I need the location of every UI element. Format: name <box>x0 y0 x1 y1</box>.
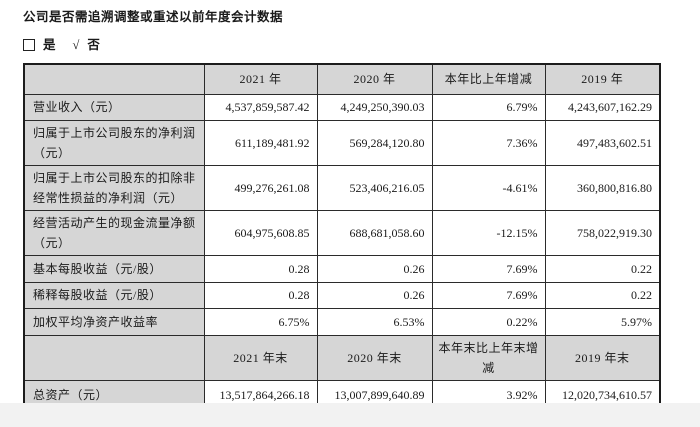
section-question-text: 公司是否需追溯调整或重述以前年度会计数据 <box>23 10 284 24</box>
cell-value: 360,800,816.80 <box>544 164 661 211</box>
header-2020: 2020 年 <box>316 63 433 95</box>
yes-no-checkbox-row: 是 √ 否 <box>23 38 700 53</box>
yes-label: 是 <box>43 38 57 52</box>
cell-value: 0.26 <box>316 254 433 283</box>
table-row-net-profit: 归属于上市公司股东的净利润（元） 611,189,481.92 569,284,… <box>23 119 661 166</box>
table-row-revenue: 营业收入（元） 4,537,859,587.42 4,249,250,390.0… <box>23 93 661 121</box>
financial-summary-table: 2021 年 2020 年 本年比上年增减 2019 年 营业收入（元） 4,5… <box>23 63 661 412</box>
page-bottom-margin <box>0 403 700 427</box>
cell-value: 6.53% <box>316 307 433 336</box>
annual-header-row: 2021 年 2020 年 本年比上年增减 2019 年 <box>23 63 661 95</box>
cell-value: 604,975,608.85 <box>203 209 318 256</box>
cell-value: 0.22 <box>544 254 661 283</box>
cell-value: 7.69% <box>431 254 546 283</box>
header-2021-yearend: 2021 年末 <box>203 334 318 381</box>
header-blank-cell <box>23 63 205 95</box>
row-label: 经营活动产生的现金流量净额（元） <box>23 209 205 256</box>
document-page: 公司是否需追溯调整或重述以前年度会计数据 是 √ 否 2021 年 2020 年… <box>23 10 700 412</box>
table-row-diluted-eps: 稀释每股收益（元/股） 0.28 0.26 7.69% 0.22 <box>23 281 661 309</box>
header-2020-yearend: 2020 年末 <box>316 334 433 381</box>
cell-value: 5.97% <box>544 307 661 336</box>
cell-value: 7.69% <box>431 281 546 309</box>
cell-value: 4,243,607,162.29 <box>544 93 661 121</box>
cell-value: 6.75% <box>203 307 318 336</box>
cell-value: 6.79% <box>431 93 546 121</box>
header-2021: 2021 年 <box>203 63 318 95</box>
cell-value: 0.22% <box>431 307 546 336</box>
row-label: 营业收入（元） <box>23 93 205 121</box>
cell-value: 0.28 <box>203 281 318 309</box>
cell-value: 0.28 <box>203 254 318 283</box>
cell-value: 688,681,058.60 <box>316 209 433 256</box>
header-2019-yearend: 2019 年末 <box>544 334 661 381</box>
row-label: 加权平均净资产收益率 <box>23 307 205 336</box>
check-icon: √ <box>72 38 80 52</box>
cell-value: 0.26 <box>316 281 433 309</box>
header-blank-cell <box>23 334 205 381</box>
yearend-header-row: 2021 年末 2020 年末 本年末比上年末增减 2019 年末 <box>23 334 661 381</box>
cell-value: -12.15% <box>431 209 546 256</box>
checkbox-unchecked-icon <box>23 38 35 51</box>
cell-value: 0.22 <box>544 281 661 309</box>
cell-value: 758,022,919.30 <box>544 209 661 256</box>
row-label: 归属于上市公司股东的净利润（元） <box>23 119 205 166</box>
cell-value: -4.61% <box>431 164 546 211</box>
cell-value: 4,537,859,587.42 <box>203 93 318 121</box>
row-label: 归属于上市公司股东的扣除非经常性损益的净利润（元） <box>23 164 205 211</box>
cell-value: 611,189,481.92 <box>203 119 318 166</box>
cell-value: 523,406,216.05 <box>316 164 433 211</box>
header-2019: 2019 年 <box>544 63 661 95</box>
header-yearend-change: 本年末比上年末增减 <box>431 334 546 381</box>
cell-value: 569,284,120.80 <box>316 119 433 166</box>
row-label: 稀释每股收益（元/股） <box>23 281 205 309</box>
row-label: 基本每股收益（元/股） <box>23 254 205 283</box>
cell-value: 7.36% <box>431 119 546 166</box>
no-label: 否 <box>87 38 101 52</box>
cell-value: 497,483,602.51 <box>544 119 661 166</box>
table-row-basic-eps: 基本每股收益（元/股） 0.28 0.26 7.69% 0.22 <box>23 254 661 283</box>
table-row-operating-cash-flow: 经营活动产生的现金流量净额（元） 604,975,608.85 688,681,… <box>23 209 661 256</box>
cell-value: 4,249,250,390.03 <box>316 93 433 121</box>
table-row-net-profit-excl-nonrecurring: 归属于上市公司股东的扣除非经常性损益的净利润（元） 499,276,261.08… <box>23 164 661 211</box>
table-row-weighted-avg-roe: 加权平均净资产收益率 6.75% 6.53% 0.22% 5.97% <box>23 307 661 336</box>
cell-value: 499,276,261.08 <box>203 164 318 211</box>
header-yoy-change: 本年比上年增减 <box>431 63 546 95</box>
